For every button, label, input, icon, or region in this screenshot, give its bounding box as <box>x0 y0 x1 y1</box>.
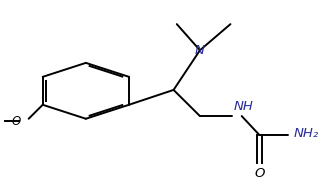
Text: N: N <box>195 44 205 57</box>
Text: NH₂: NH₂ <box>294 127 319 140</box>
Text: O: O <box>11 115 21 128</box>
Text: NH: NH <box>234 100 254 113</box>
Text: O: O <box>254 167 265 181</box>
